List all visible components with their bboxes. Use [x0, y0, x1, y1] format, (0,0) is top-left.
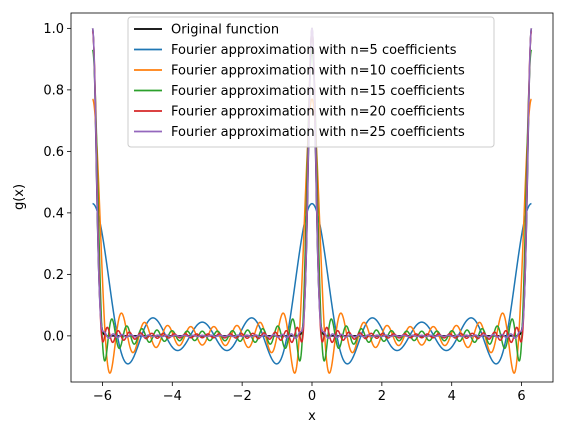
x-tick-label: −6 — [93, 389, 112, 404]
x-tick-label: −4 — [163, 389, 182, 404]
y-axis: 0.0 0.2 0.4 0.6 0.8 1.0 — [43, 22, 71, 344]
y-tick-label: 0.0 — [43, 329, 64, 344]
legend: Original function Fourier approximation w… — [127, 16, 495, 148]
legend-entry: Original function — [171, 23, 279, 38]
y-axis-label: g(x) — [12, 184, 27, 210]
y-tick-label: 0.6 — [43, 145, 64, 160]
legend-box — [127, 16, 495, 148]
x-axis-label: x — [308, 409, 316, 424]
x-tick-label: −2 — [233, 389, 252, 404]
y-tick-label: 1.0 — [43, 22, 64, 37]
legend-entry: Fourier approximation with n=10 coeffici… — [171, 64, 465, 79]
y-tick-label: 0.4 — [43, 206, 64, 221]
y-tick-label: 0.2 — [43, 268, 64, 283]
legend-entry: Fourier approximation with n=5 coefficie… — [171, 43, 457, 58]
y-tick-label: 0.8 — [43, 83, 64, 98]
x-tick-label: 4 — [448, 389, 456, 404]
legend-entry: Fourier approximation with n=25 coeffici… — [171, 125, 465, 140]
x-tick-label: 0 — [308, 389, 316, 404]
x-tick-label: 6 — [517, 389, 525, 404]
legend-entry: Fourier approximation with n=15 coeffici… — [171, 84, 465, 99]
x-tick-label: 2 — [378, 389, 386, 404]
legend-entry: Fourier approximation with n=20 coeffici… — [171, 105, 465, 120]
x-axis: −6 −4 −2 0 2 4 6 — [93, 382, 526, 404]
